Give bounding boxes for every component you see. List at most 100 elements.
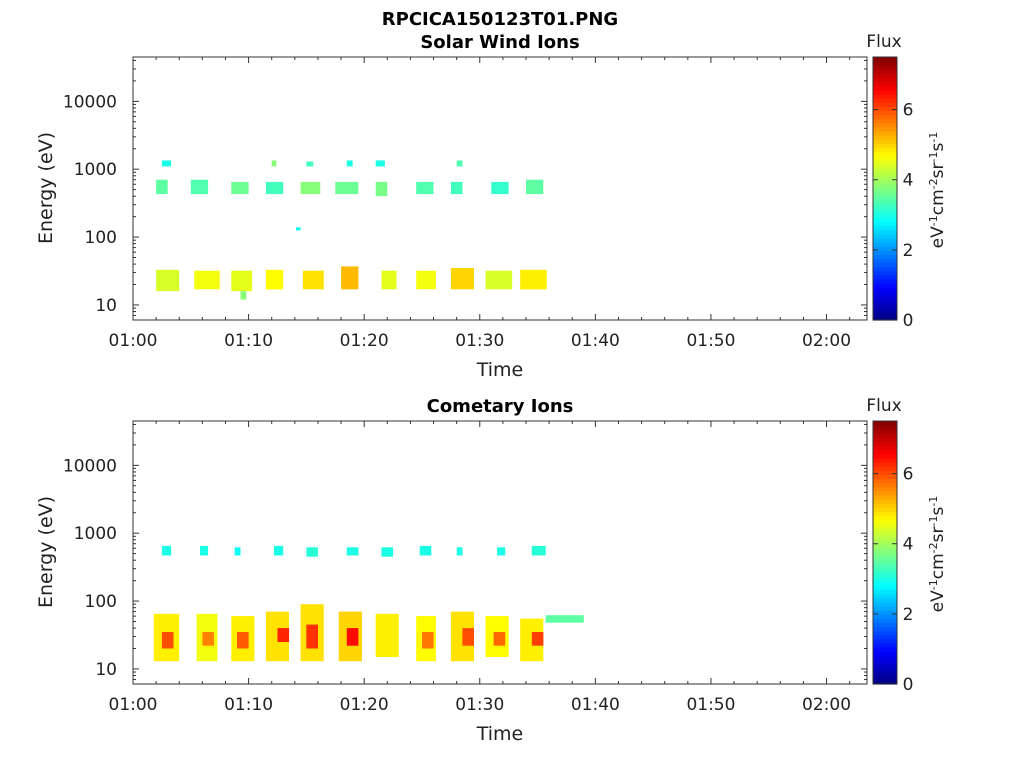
flux-cell [240, 291, 247, 300]
colorbar-segment [873, 437, 897, 443]
flux-cell [200, 545, 209, 556]
colorbar-segment [873, 130, 897, 136]
colorbar-segment [873, 229, 897, 235]
colorbar-segment [873, 139, 897, 144]
x-axis-label-solar-wind: Time [476, 359, 524, 381]
colorbar-segment [873, 441, 897, 447]
colorbar-segment [873, 651, 897, 656]
flux-cell [416, 181, 434, 195]
colorbar-segment [873, 225, 897, 231]
flux-cell [274, 545, 284, 556]
colorbar-segment [873, 647, 897, 652]
colorbar-segment [873, 457, 897, 463]
colorbar-segment [873, 466, 897, 471]
colorbar-segment [873, 192, 897, 198]
colorbar-segment [873, 262, 897, 268]
colorbar-frame [872, 420, 898, 685]
colorbar-segment [873, 69, 897, 75]
x-tick-label: 01:50 [686, 695, 735, 715]
x-tick-label: 01:50 [686, 331, 735, 351]
colorbar-segment [873, 597, 897, 603]
flux-cell [419, 545, 432, 556]
colorbar-segment [873, 470, 897, 476]
colorbar-segment [873, 601, 897, 607]
colorbar-segment [873, 270, 897, 276]
flux-cell [375, 613, 399, 657]
colorbar-tick-label: 2 [903, 241, 914, 261]
colorbar-segment [873, 614, 897, 619]
colorbar-segment [873, 114, 897, 120]
flux-cell [194, 270, 220, 290]
flux-cell [493, 632, 506, 646]
x-tick-label: 02:00 [802, 695, 851, 715]
colorbar-segment [873, 581, 897, 586]
flux-cell [485, 270, 513, 290]
flux-cell [265, 269, 284, 290]
colorbar-segment [873, 311, 897, 317]
colorbar-segment [873, 494, 897, 500]
flux-cell [450, 181, 463, 195]
flux-cell [335, 181, 359, 195]
colorbar-segment [873, 589, 897, 595]
colorbar-title-solar-wind: Flux [866, 32, 901, 52]
colorbar-segment [873, 605, 897, 611]
colorbar-segment [873, 663, 897, 669]
panel-title-solar-wind: Solar Wind Ions [420, 32, 579, 53]
flux-cell [346, 547, 359, 556]
solar-wind-data-marks [156, 160, 547, 300]
colorbar-segment [873, 180, 897, 185]
colorbar-segment [873, 622, 897, 628]
flux-cell [271, 160, 277, 167]
colorbar-segment [873, 519, 897, 525]
flux-cell [190, 179, 209, 195]
colorbar-segment [873, 118, 897, 124]
colorbar-segment [873, 478, 897, 484]
colorbar-segment [873, 291, 897, 296]
colorbar-segment [873, 429, 897, 434]
cometary-ions-panel: Cometary Ions 01:00 01:10 01:20 01:30 01:40 0… [35, 396, 948, 745]
colorbar-segment [873, 61, 897, 66]
flux-cell [520, 618, 544, 662]
colorbar-segment [873, 254, 897, 259]
colorbar-segment [873, 659, 897, 665]
flux-cell [277, 628, 290, 642]
colorbar-tick-label: 6 [903, 465, 914, 485]
colorbar-segment [873, 421, 897, 426]
flux-cell [234, 547, 241, 556]
colorbar-segment [873, 81, 897, 87]
flux-cell [346, 160, 353, 167]
colorbar-segment [873, 527, 897, 533]
colorbar-tick-label: 2 [903, 605, 914, 625]
colorbar-segment [873, 126, 897, 132]
colorbar-segment [873, 618, 897, 623]
colorbar-segment [873, 258, 897, 264]
colorbar-segment [873, 568, 897, 574]
flux-cell [531, 632, 544, 646]
colorbar-segment [873, 462, 897, 467]
flux-cell [300, 181, 321, 195]
flux-cell [375, 181, 388, 197]
colorbar-segment [873, 540, 897, 545]
colorbar-segment [873, 98, 897, 103]
flux-cell [161, 160, 172, 167]
colorbar-segment [873, 433, 897, 439]
x-tick-label: 01:30 [455, 695, 504, 715]
colorbar-segment [873, 143, 897, 149]
colorbar-segment [873, 250, 897, 255]
panel-title-cometary: Cometary Ions [427, 396, 574, 417]
colorbar-tick-label: 4 [903, 171, 914, 191]
colorbar-segment [873, 147, 897, 153]
colorbar-segment [873, 65, 897, 70]
colorbar-segment [873, 274, 897, 280]
colorbar-segment [873, 89, 897, 95]
colorbar-segment [873, 295, 897, 301]
flux-cell [161, 632, 174, 649]
colorbar-segment [873, 425, 897, 430]
colorbar-segment [873, 482, 897, 488]
colorbar-segment [873, 188, 897, 194]
colorbar-segment [873, 577, 897, 582]
x-tick-label: 01:40 [571, 695, 620, 715]
flux-cell [520, 269, 547, 290]
colorbar-segment [873, 573, 897, 578]
colorbar-segment [873, 155, 897, 161]
